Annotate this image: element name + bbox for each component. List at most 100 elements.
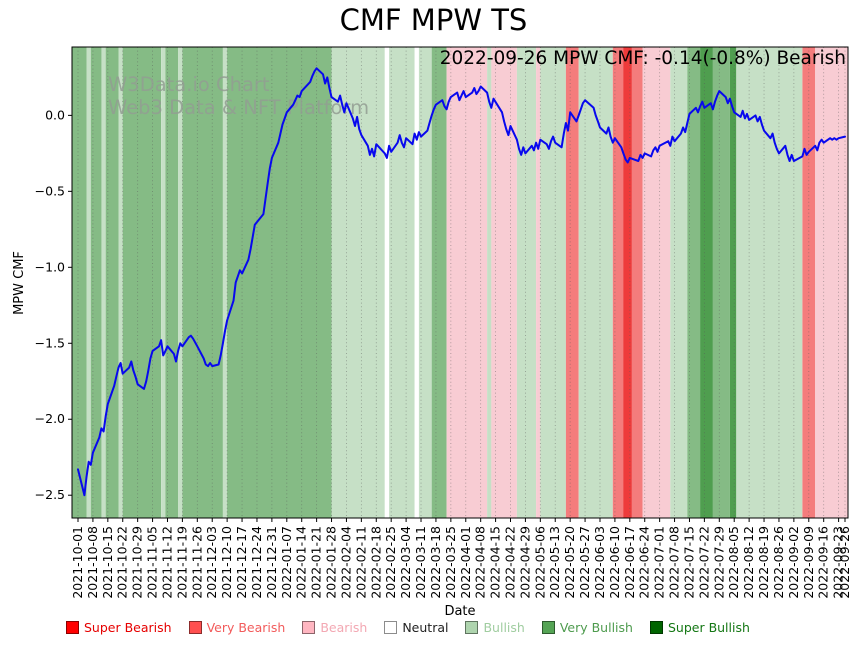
legend-item-very-bearish: Very Bearish — [188, 620, 286, 635]
x-tick-label: 2022-06-24 — [637, 526, 652, 599]
sentiment-band-super_bullish — [729, 47, 737, 518]
sentiment-band-bullish — [540, 47, 566, 518]
x-tick-label: 2022-07-29 — [711, 526, 726, 599]
sentiment-band-very_bearish — [565, 47, 579, 518]
x-tick-label: 2022-07-01 — [652, 526, 667, 599]
sentiment-band-bullish — [101, 47, 106, 518]
x-tick-label: 2022-01-21 — [309, 526, 324, 599]
sentiment-band-bullish — [418, 47, 432, 518]
sentiment-band-bearish — [642, 47, 671, 518]
x-tick-label: 2022-05-20 — [562, 526, 577, 599]
sentiment-band-very_bearish — [802, 47, 816, 518]
x-tick-label: 2021-10-01 — [70, 526, 85, 599]
x-tick-label: 2022-05-06 — [532, 526, 547, 599]
legend-swatch-bearish — [302, 621, 316, 634]
x-tick-label: 2022-07-22 — [696, 526, 711, 599]
sentiment-band-very_bearish — [631, 47, 643, 518]
sentiment-band-very_bullish — [687, 47, 701, 518]
x-tick-label: 2022-02-18 — [368, 526, 383, 599]
sentiment-band-very_bullish — [90, 47, 102, 518]
legend-swatch-very-bullish — [541, 621, 555, 634]
x-tick-label: 2022-09-23 — [831, 526, 846, 599]
sentiment-bands-layer — [72, 47, 848, 518]
legend-label-very-bearish: Very Bearish — [206, 620, 286, 635]
x-tick-label: 2022-02-04 — [338, 526, 353, 599]
sentiment-band-bullish — [389, 47, 415, 518]
sentiment-band-neutral — [384, 47, 390, 518]
x-tick-label: 2022-06-17 — [622, 526, 637, 599]
x-tick-label: 2022-07-08 — [667, 526, 682, 599]
x-tick-label: 2022-09-16 — [816, 526, 831, 599]
sentiment-band-bullish — [222, 47, 228, 518]
x-tick-label: 2022-08-05 — [726, 526, 741, 599]
watermark-line1: W3Data.io Chart — [108, 73, 270, 96]
x-tick-label: 2021-10-29 — [130, 526, 145, 599]
sentiment-band-bullish — [670, 47, 688, 518]
x-tick-label: 2021-12-31 — [264, 526, 279, 599]
sentiment-band-very_bullish — [227, 47, 332, 518]
x-tick-label: 2022-07-15 — [681, 526, 696, 599]
x-tick-label: 2022-06-03 — [592, 526, 607, 599]
legend-item-super-bearish: Super Bearish — [66, 620, 172, 635]
sentiment-band-very_bullish — [182, 47, 223, 518]
watermark-line2: Web3 Data & NFT Platform — [108, 96, 369, 119]
sentiment-band-neutral — [414, 47, 419, 518]
x-tick-label: 2021-11-12 — [159, 526, 174, 599]
x-tick-label: 2021-10-08 — [85, 526, 100, 599]
x-tick-label: 2022-02-25 — [383, 526, 398, 599]
x-tick-label: 2021-12-24 — [249, 526, 264, 599]
legend-label-bearish: Bearish — [320, 620, 368, 635]
y-tick-label: 0.0 — [45, 107, 65, 122]
x-axis-label: Date — [444, 604, 476, 619]
sentiment-band-bullish — [736, 47, 803, 518]
x-tick-label: 2022-05-13 — [547, 526, 562, 599]
x-tick-label: 2022-03-25 — [443, 526, 458, 599]
x-tick-label: 2021-11-26 — [189, 526, 204, 599]
x-tick-label: 2022-05-27 — [577, 526, 592, 599]
x-tick-label: 2021-12-10 — [219, 526, 234, 599]
sentiment-band-very_bullish — [165, 47, 179, 518]
sentiment-band-very_bullish — [122, 47, 161, 518]
legend-label-super-bearish: Super Bearish — [84, 620, 172, 635]
x-tick-label: 2022-04-15 — [488, 526, 503, 599]
x-tick-label: 2021-10-15 — [100, 526, 115, 599]
x-tick-label: 2022-09-09 — [801, 526, 816, 599]
legend-label-bullish: Bullish — [483, 620, 525, 635]
legend-label-super-bullish: Super Bullish — [667, 620, 750, 635]
chart-title: CMF MPW TS — [339, 3, 528, 37]
x-tick-label: 2022-08-26 — [771, 526, 786, 599]
axes-layer: 2021-10-01 2021-10-08 2021-10-15 2021-10-22… — [35, 46, 852, 599]
sentiment-band-bearish — [815, 47, 848, 518]
sentiment-band-super_bullish — [700, 47, 713, 518]
x-tick-label: 2022-04-08 — [473, 526, 488, 599]
x-tick-label: 2022-03-11 — [413, 526, 428, 599]
sentiment-band-bullish — [487, 47, 492, 518]
sentiment-band-bullish — [178, 47, 183, 518]
cmf-line — [77, 67, 846, 497]
legend-item-very-bullish: Very Bullish — [541, 620, 633, 635]
y-tick-label: −2.0 — [35, 411, 65, 426]
x-tick-label: 2021-12-17 — [234, 526, 249, 599]
gridlines-layer — [77, 47, 846, 518]
sentiment-band-bullish — [161, 47, 166, 518]
sentiment-band-bullish — [516, 47, 537, 518]
sentiment-band-very_bullish — [431, 47, 447, 518]
plot-border — [71, 46, 849, 519]
x-tick-label: 2022-08-19 — [756, 526, 771, 599]
legend-label-neutral: Neutral — [402, 620, 449, 635]
x-tick-label: 2022-04-29 — [517, 526, 532, 599]
legend-swatch-bullish — [465, 621, 479, 634]
sentiment-legend: Super Bearish Very Bearish Bearish Neutral B… — [66, 620, 750, 635]
y-axis-label: MPW CMF — [12, 251, 27, 315]
sentiment-band-bullish — [118, 47, 123, 518]
legend-swatch-super-bullish — [649, 621, 663, 634]
x-tick-label: 2021-11-19 — [174, 526, 189, 599]
x-tick-label: 2022-04-01 — [458, 526, 473, 599]
x-tick-label: 2022-03-04 — [398, 526, 413, 599]
sentiment-band-super_bearish — [623, 47, 632, 518]
x-tick-label: 2022-01-14 — [294, 526, 309, 599]
x-tick-label: 2022-09-26 — [837, 526, 852, 599]
x-tick-label: 2021-11-05 — [145, 526, 160, 599]
